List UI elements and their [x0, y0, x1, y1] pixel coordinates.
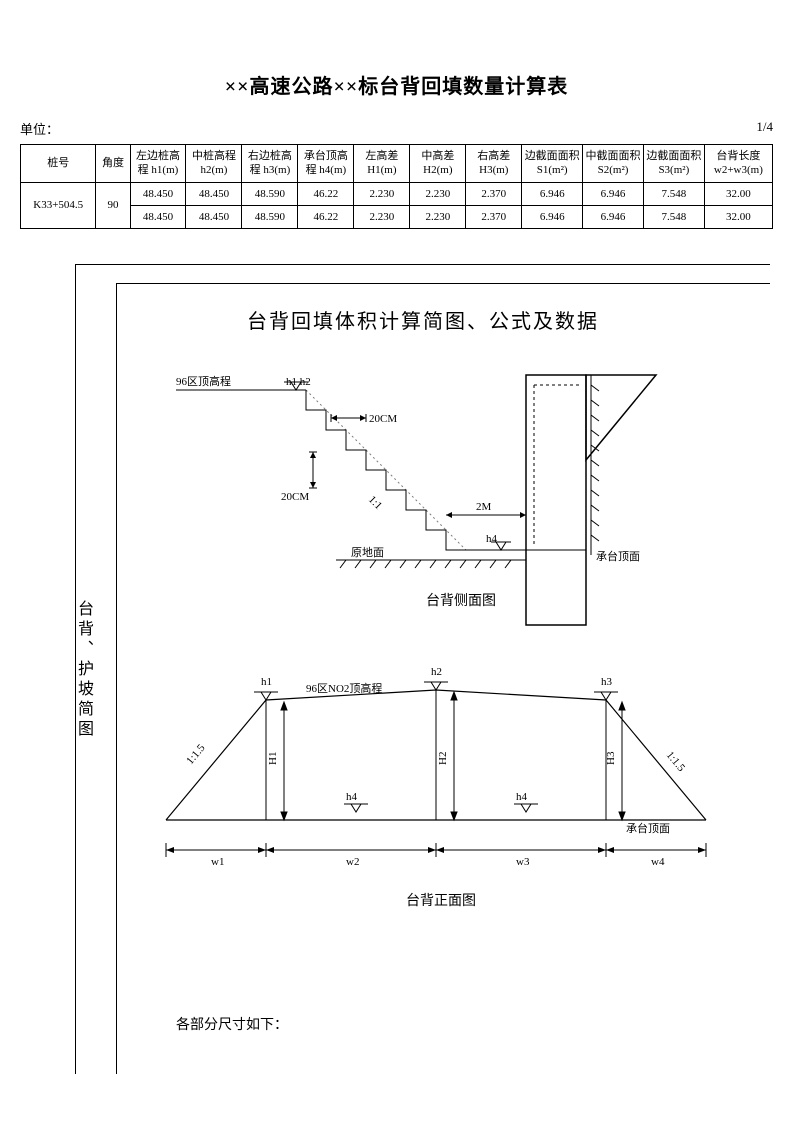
lbl-abutment-top: 承台顶面 — [596, 549, 640, 563]
front-view-group: h1 h2 h3 96区NO2顶高程 h4 h4 — [166, 666, 706, 909]
diagram-frame: 台背、护坡简图 台背回填体积计算简图、公式及数据 96区顶高程 h1 h2 — [75, 264, 770, 1074]
th-S3: 边截面面积 S3(m²) — [643, 145, 704, 183]
cell: 2.370 — [466, 182, 522, 205]
cell: 7.548 — [643, 182, 704, 205]
lbl-f-h2: h2 — [431, 666, 442, 678]
side-vertical-label: 台背、护坡简图 — [71, 600, 95, 740]
lbl-20cm-a: 20CM — [369, 413, 397, 425]
th-H3: 右高差 H3(m) — [466, 145, 522, 183]
cell-pile: K33+504.5 — [21, 182, 96, 229]
lbl-ground: 原地面 — [351, 546, 384, 559]
unit-label: 单位： — [20, 119, 59, 138]
cell: 48.450 — [130, 205, 186, 228]
lbl-w4: w4 — [651, 856, 665, 868]
th-pile: 桩号 — [21, 145, 96, 183]
cell: 48.590 — [242, 182, 298, 205]
cell: 48.450 — [186, 205, 242, 228]
page-number: 1/4 — [756, 119, 773, 138]
lbl-slope-r: 1:1.5 — [664, 749, 688, 774]
lbl-h4: h4 — [486, 533, 498, 545]
lbl-f-h4b: h4 — [516, 791, 528, 803]
lbl-f-h4a: h4 — [346, 791, 358, 803]
cell: 2.230 — [354, 205, 410, 228]
th-angle: 角度 — [96, 145, 130, 183]
th-S2: 中截面面积S2(m²) — [583, 145, 644, 183]
th-h2: 中桩高程 h2(m) — [186, 145, 242, 183]
diagram-svg: 96区顶高程 h1 h2 20CM — [136, 360, 756, 1060]
lbl-96top: 96区顶高程 — [176, 374, 231, 388]
cell-angle: 90 — [96, 182, 130, 229]
diagram-svg-wrap: 96区顶高程 h1 h2 20CM — [136, 360, 756, 1060]
lbl-slope-l: 1:1.5 — [184, 742, 208, 767]
cell: 32.00 — [704, 182, 772, 205]
lbl-slope-11: 1:1 — [366, 494, 384, 512]
lbl-front-view: 台背正面图 — [406, 893, 476, 909]
lbl-H1: H1 — [267, 752, 279, 765]
lbl-20cm-b: 20CM — [281, 491, 309, 503]
side-view-group: 96区顶高程 h1 h2 20CM — [176, 374, 656, 625]
cell: 46.22 — [298, 182, 354, 205]
th-h1: 左边桩高程 h1(m) — [130, 145, 186, 183]
cell: 6.946 — [522, 205, 583, 228]
lbl-w1: w1 — [211, 856, 224, 868]
dims-label: 各部分尺寸如下： — [176, 1014, 288, 1034]
cell: 48.450 — [186, 182, 242, 205]
th-len: 台背长度 w2+w3(m) — [704, 145, 772, 183]
lbl-f-h1: h1 — [261, 676, 272, 688]
table-row: K33+504.5 90 48.450 48.450 48.590 46.22 … — [21, 182, 773, 205]
table-row: 48.450 48.450 48.590 46.22 2.230 2.230 2… — [21, 205, 773, 228]
lbl-H3: H3 — [605, 751, 617, 765]
cell: 2.230 — [410, 205, 466, 228]
cell: 2.230 — [354, 182, 410, 205]
cell: 32.00 — [704, 205, 772, 228]
cell: 6.946 — [583, 205, 644, 228]
lbl-2m: 2M — [476, 501, 492, 513]
page-title: ××高速公路××标台背回填数量计算表 — [20, 70, 773, 99]
th-h3: 右边桩高程 h3(m) — [242, 145, 298, 183]
lbl-H2: H2 — [437, 752, 449, 765]
cell: 2.370 — [466, 205, 522, 228]
lbl-w3: w3 — [516, 856, 530, 868]
cell: 6.946 — [522, 182, 583, 205]
th-S1: 边截面面积 S1(m²) — [522, 145, 583, 183]
cell: 46.22 — [298, 205, 354, 228]
lbl-side-view: 台背侧面图 — [426, 593, 496, 609]
diagram-title: 台背回填体积计算简图、公式及数据 — [76, 305, 770, 334]
th-H1: 左高差 H1(m) — [354, 145, 410, 183]
lbl-w2: w2 — [346, 856, 359, 868]
calc-table: 桩号 角度 左边桩高程 h1(m) 中桩高程 h2(m) 右边桩高程 h3(m)… — [20, 144, 773, 229]
cell: 7.548 — [643, 205, 704, 228]
lbl-96no2: 96区NO2顶高程 — [306, 681, 382, 695]
cell: 48.450 — [130, 182, 186, 205]
th-H2: 中高差 H2(m) — [410, 145, 466, 183]
cell: 6.946 — [583, 182, 644, 205]
table-header-row: 桩号 角度 左边桩高程 h1(m) 中桩高程 h2(m) 右边桩高程 h3(m)… — [21, 145, 773, 183]
lbl-f-h3: h3 — [601, 676, 613, 688]
cell: 2.230 — [410, 182, 466, 205]
cell: 48.590 — [242, 205, 298, 228]
lbl-f-abutment: 承台顶面 — [626, 821, 670, 835]
th-h4: 承台顶高程 h4(m) — [298, 145, 354, 183]
